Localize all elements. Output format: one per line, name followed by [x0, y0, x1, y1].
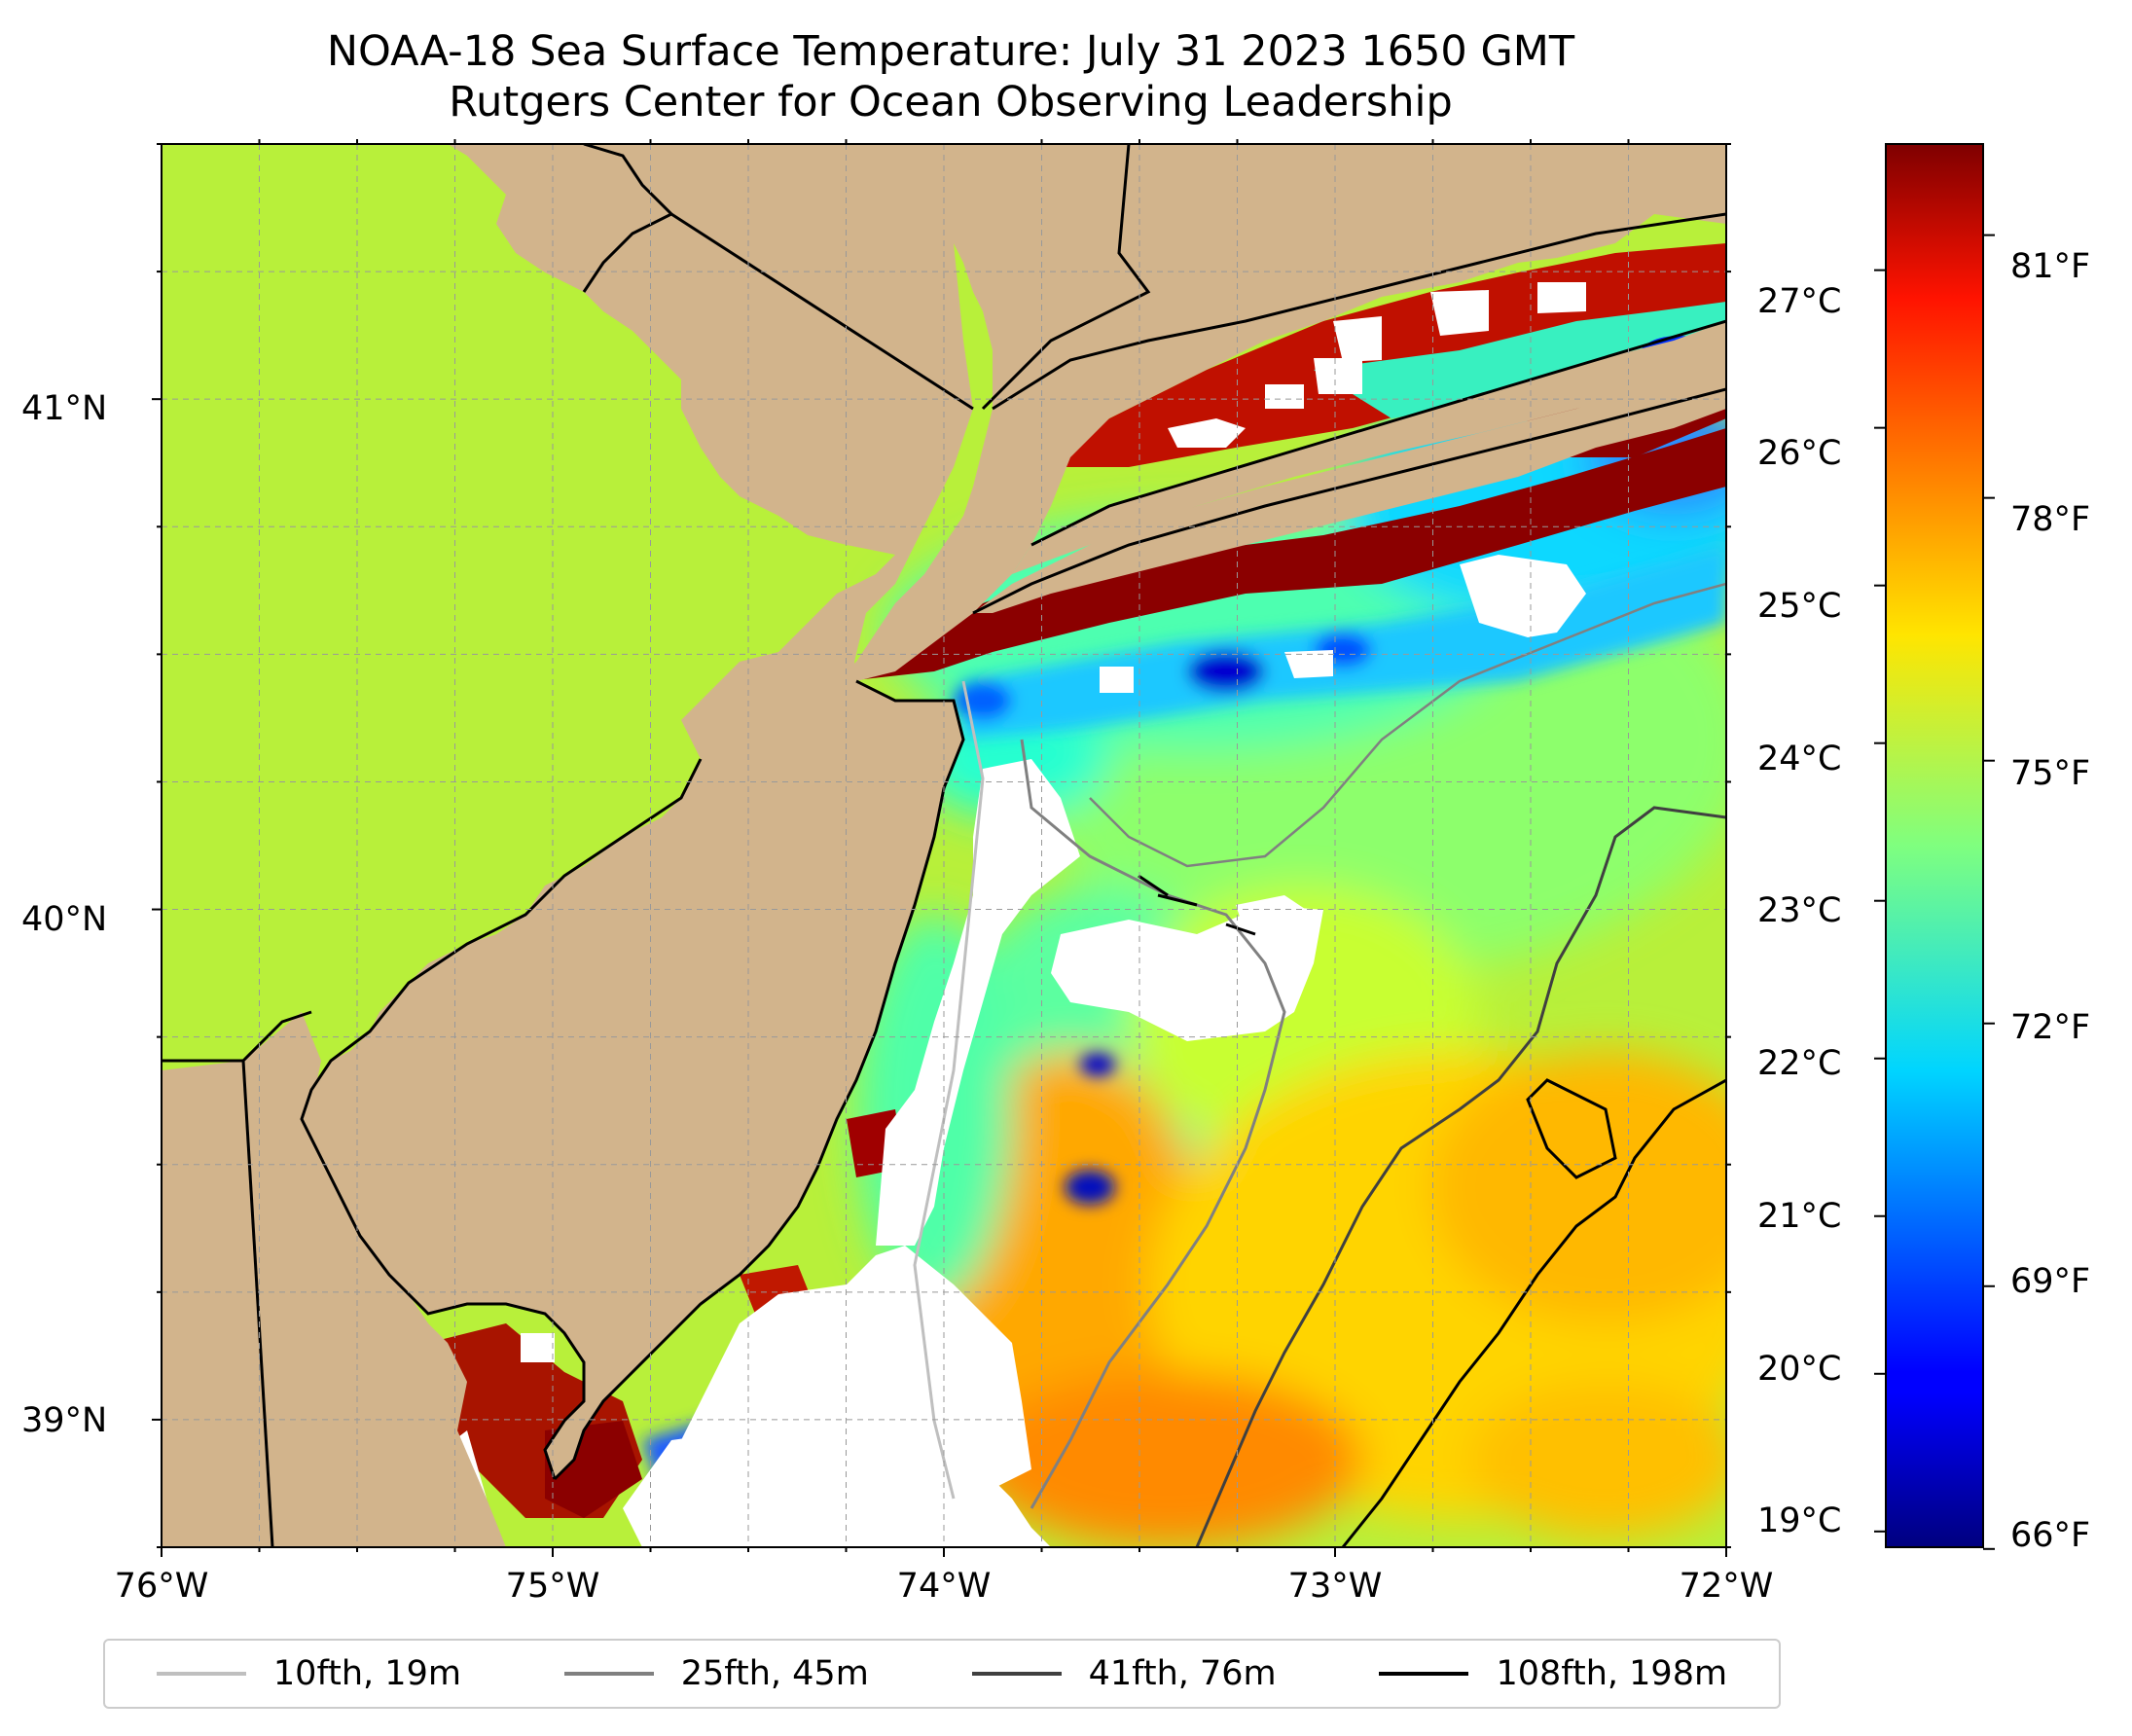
- colorbar-label-72f: 72°F: [2010, 1008, 2091, 1047]
- colorbar-label-23c: 23°C: [1757, 891, 1842, 930]
- axis-ticks: [152, 139, 1731, 1557]
- colorbar: [1874, 143, 1995, 1550]
- legend-item-108fth: 108fth, 198m: [1379, 1654, 1727, 1693]
- legend-label-108fth: 108fth, 198m: [1496, 1654, 1728, 1693]
- coastlines-borders: [162, 144, 1726, 1547]
- colorbar-label-81f: 81°F: [2010, 247, 2091, 286]
- lon-label-76w: 76°W: [114, 1567, 209, 1606]
- colorbar-label-26c: 26°C: [1757, 434, 1842, 473]
- legend-label-10fth: 10fth, 19m: [272, 1654, 461, 1693]
- legend-label-41fth: 41fth, 76m: [1088, 1654, 1277, 1693]
- colorbar-label-22c: 22°C: [1757, 1044, 1842, 1083]
- colorbar-label-69f: 69°F: [2010, 1262, 2091, 1301]
- colorbar-label-75f: 75°F: [2010, 754, 2091, 793]
- colorbar-label-24c: 24°C: [1757, 740, 1842, 778]
- legend-label-25fth: 25fth, 45m: [680, 1654, 869, 1693]
- legend-swatch-10fth: [156, 1672, 246, 1676]
- colorbar-ticks: [1874, 234, 1995, 1550]
- colorbar-label-27c: 27°C: [1757, 282, 1842, 321]
- lon-label-72w: 72°W: [1679, 1567, 1774, 1606]
- isobath-legend: 10fth, 19m 25fth, 45m 41fth, 76m 108fth,…: [103, 1639, 1781, 1709]
- colorbar-label-19c: 19°C: [1757, 1501, 1842, 1540]
- map-title: NOAA-18 Sea Surface Temperature: July 31…: [326, 27, 1575, 76]
- colorbar-gradient: [1886, 144, 1983, 1547]
- legend-swatch-25fth: [563, 1672, 654, 1676]
- bathymetry-contours: [913, 582, 1726, 1547]
- lat-label-41n: 41°N: [21, 389, 108, 428]
- legend-swatch-41fth: [971, 1672, 1062, 1676]
- lon-label-73w: 73°W: [1287, 1567, 1383, 1606]
- colorbar-label-20c: 20°C: [1757, 1350, 1842, 1389]
- lat-label-39n: 39°N: [21, 1401, 108, 1440]
- lon-label-75w: 75°W: [505, 1567, 600, 1606]
- legend-swatch-108fth: [1379, 1672, 1469, 1676]
- lat-label-40n: 40°N: [21, 900, 108, 939]
- colorbar-label-78f: 78°F: [2010, 500, 2091, 539]
- lon-label-74w: 74°W: [896, 1567, 992, 1606]
- colorbar-label-66f: 66°F: [2010, 1516, 2091, 1555]
- legend-item-25fth: 25fth, 45m: [563, 1654, 869, 1693]
- colorbar-label-25c: 25°C: [1757, 587, 1842, 626]
- gridlines: [162, 144, 1726, 1547]
- colorbar-frame: [1885, 143, 1984, 1548]
- legend-item-41fth: 41fth, 76m: [971, 1654, 1277, 1693]
- map-subtitle: Rutgers Center for Ocean Observing Leade…: [449, 78, 1453, 127]
- colorbar-label-21c: 21°C: [1757, 1197, 1842, 1236]
- legend-item-10fth: 10fth, 19m: [156, 1654, 461, 1693]
